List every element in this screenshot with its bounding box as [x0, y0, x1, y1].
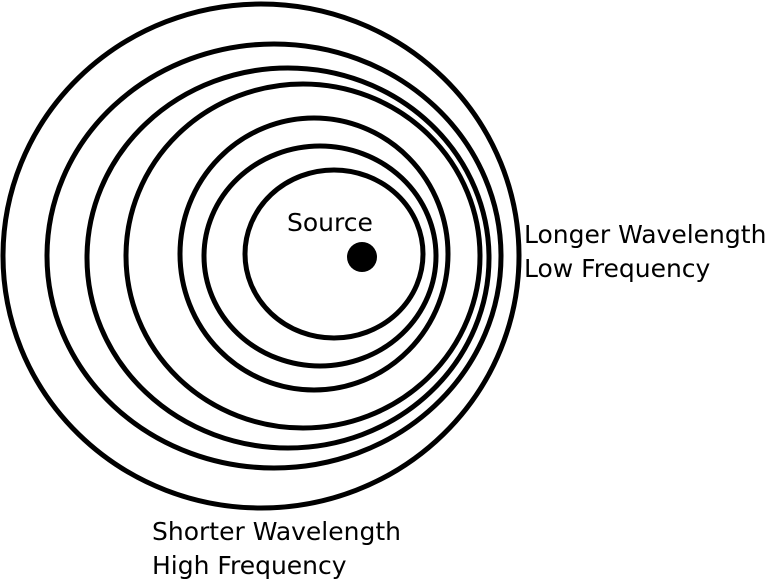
wavefront-7: [242, 167, 426, 341]
wavefront-4: [123, 81, 483, 431]
wavefront-5: [177, 115, 451, 393]
wavefront-3: [84, 65, 492, 451]
wavefront-2: [44, 41, 504, 471]
high-frequency-text: High Frequency: [152, 551, 347, 580]
wavefront-6: [201, 143, 439, 369]
shorter-wavelength-text: Shorter Wavelength: [152, 517, 401, 546]
source-label: Source: [287, 208, 373, 237]
longer-wavelength-label: Longer Wavelength Low Frequency: [524, 218, 766, 286]
wavefront-1: [0, 1, 522, 511]
low-frequency-text: Low Frequency: [524, 254, 711, 283]
shorter-wavelength-label: Shorter Wavelength High Frequency: [152, 515, 401, 583]
longer-wavelength-text: Longer Wavelength: [524, 220, 767, 249]
source-dot: [347, 242, 377, 272]
